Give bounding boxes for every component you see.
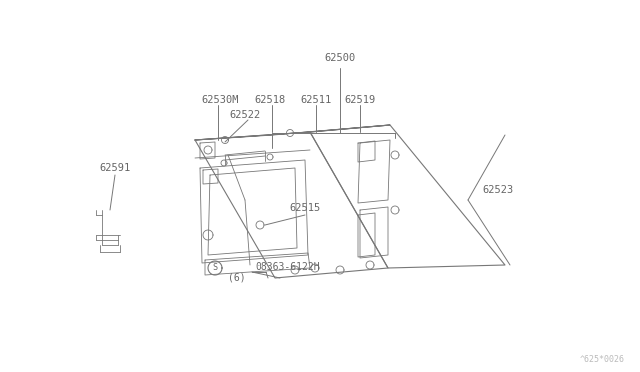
Text: 62515: 62515 (289, 203, 321, 213)
Text: 62511: 62511 (300, 95, 332, 105)
Text: (6): (6) (228, 273, 246, 283)
Text: 62591: 62591 (99, 163, 131, 173)
Text: ^625*0026: ^625*0026 (580, 356, 625, 365)
Text: S: S (212, 263, 218, 273)
Text: 62500: 62500 (324, 53, 356, 63)
Text: 08363-6122H: 08363-6122H (255, 262, 319, 272)
Text: 62530M: 62530M (201, 95, 239, 105)
Text: 62523: 62523 (483, 185, 514, 195)
Text: 62518: 62518 (254, 95, 285, 105)
Text: 62522: 62522 (229, 110, 260, 120)
Text: 62519: 62519 (344, 95, 376, 105)
